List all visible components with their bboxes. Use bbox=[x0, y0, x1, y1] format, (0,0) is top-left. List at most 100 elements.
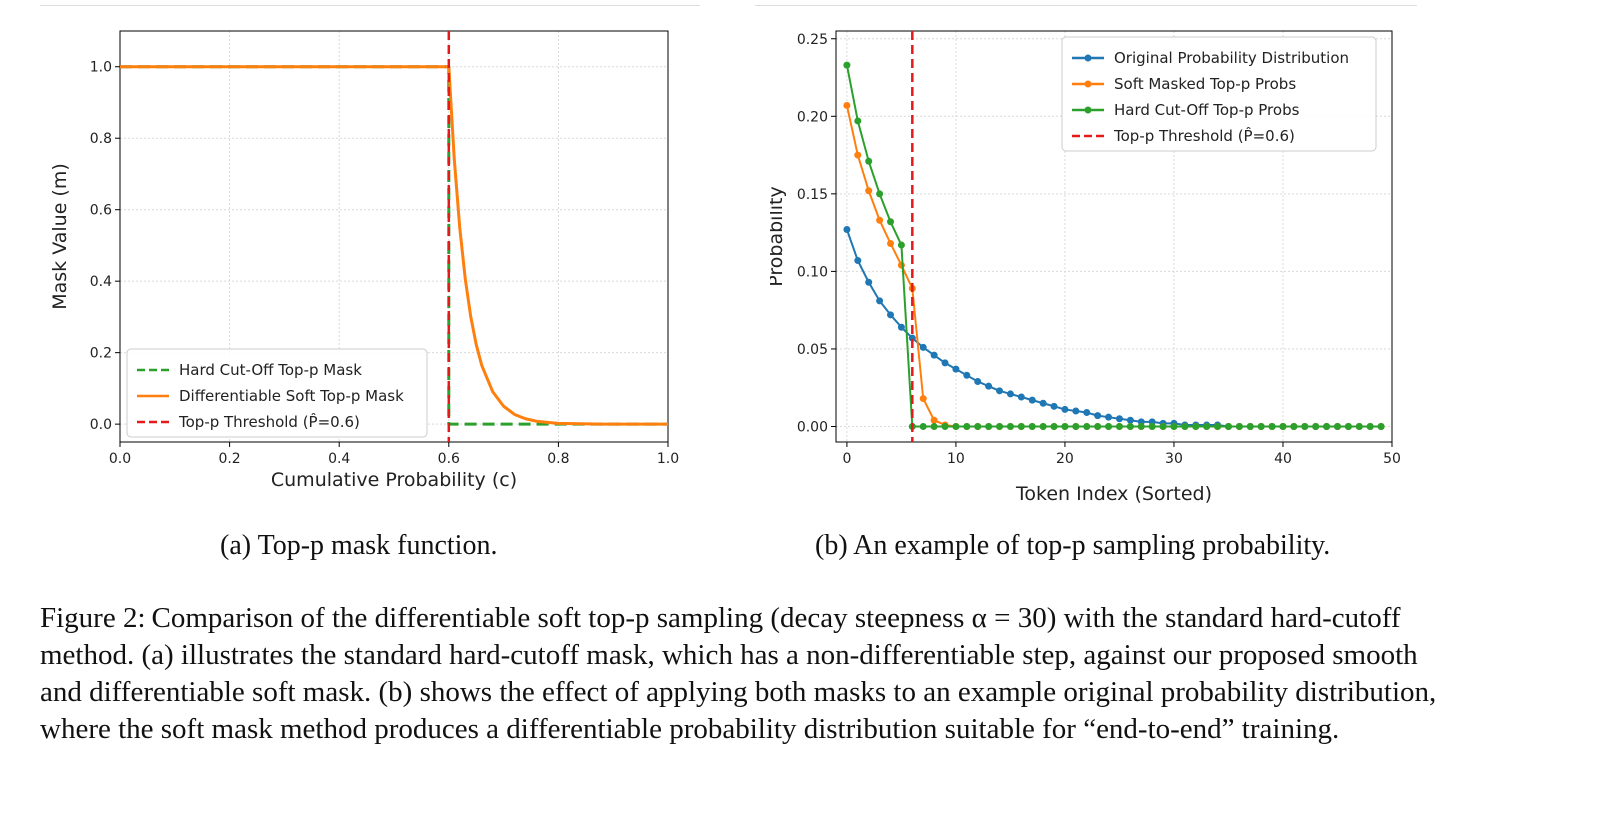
data-point-green bbox=[843, 61, 851, 69]
legend-label: Hard Cut-Off Top-p Probs bbox=[1114, 101, 1300, 119]
data-point-green bbox=[930, 422, 938, 430]
data-point-blue bbox=[1039, 399, 1047, 407]
x-tick-label: 0.6 bbox=[438, 451, 460, 467]
subcaption-a: (a) Top-p mask function. bbox=[220, 530, 498, 561]
data-point-orange bbox=[919, 395, 927, 403]
data-point-blue bbox=[1061, 405, 1069, 413]
data-point-blue bbox=[1094, 412, 1102, 420]
data-point-blue bbox=[887, 311, 895, 319]
data-point-green bbox=[1279, 422, 1287, 430]
chart-panel-b: 0 10 20 30 40 50 0.00 0.05 0.10 0.15 0.20 0.25 Token… bbox=[765, 0, 1470, 560]
data-point-green bbox=[1105, 422, 1113, 430]
x-tick-label: 10 bbox=[947, 451, 965, 467]
x-tick-label: 0.2 bbox=[218, 451, 240, 467]
x-axis-label: Token Index (Sorted) bbox=[1015, 483, 1212, 505]
y-axis-label: Probability bbox=[770, 186, 787, 286]
y-tick-label: 0.25 bbox=[797, 32, 828, 48]
data-point-blue bbox=[865, 278, 873, 286]
data-point-orange bbox=[930, 416, 938, 424]
data-point-green bbox=[1028, 422, 1036, 430]
figure-caption-text: Comparison of the differentiable soft to… bbox=[40, 602, 1437, 745]
x-tick-label: 20 bbox=[1056, 451, 1074, 467]
mask-function-chart: 0.0 0.2 0.4 0.6 0.8 1.0 0.0 0.2 0.4 0.6 0.8 1.0 Cumu… bbox=[49, 30, 679, 491]
data-point-green bbox=[1290, 422, 1298, 430]
top-rule-left bbox=[40, 5, 700, 6]
legend-label: Hard Cut-Off Top-p Mask bbox=[179, 361, 362, 379]
y-tick-label: 0.00 bbox=[797, 419, 828, 435]
data-point-green bbox=[1006, 422, 1014, 430]
data-point-green bbox=[1137, 422, 1145, 430]
data-point-green bbox=[941, 422, 949, 430]
data-point-green bbox=[1323, 422, 1331, 430]
data-point-blue bbox=[930, 351, 938, 359]
data-point-green bbox=[1039, 422, 1047, 430]
data-point-green bbox=[1050, 422, 1058, 430]
data-point-green bbox=[1333, 422, 1341, 430]
top-rule-right bbox=[755, 5, 1417, 6]
data-point-green bbox=[1366, 422, 1374, 430]
data-point-orange bbox=[854, 151, 862, 159]
data-point-green bbox=[1061, 422, 1069, 430]
plot-frame bbox=[835, 30, 1393, 443]
data-point-green bbox=[919, 422, 927, 430]
y-tick-label: 0.0 bbox=[90, 417, 112, 433]
legend-box bbox=[126, 348, 428, 438]
data-point-green bbox=[1192, 422, 1200, 430]
data-point-blue bbox=[1006, 390, 1014, 398]
sampling-probability-chart: 0 10 20 30 40 50 0.00 0.05 0.10 0.15 0.20 0.25 Token… bbox=[765, 30, 1401, 505]
legend-box bbox=[1061, 36, 1377, 152]
data-point-blue bbox=[1126, 416, 1134, 424]
data-point-green bbox=[996, 422, 1004, 430]
data-point-blue bbox=[985, 382, 993, 390]
series-line-orange bbox=[120, 65, 668, 426]
data-point-blue bbox=[1105, 413, 1113, 421]
legend-label: Top-p Threshold (P̂=0.6) bbox=[1113, 126, 1295, 145]
data-point-green bbox=[1224, 422, 1232, 430]
data-point-green bbox=[963, 422, 971, 430]
data-point-green bbox=[1246, 422, 1254, 430]
data-point-orange bbox=[897, 261, 905, 269]
data-point-green bbox=[1344, 422, 1352, 430]
data-point-blue bbox=[941, 359, 949, 367]
data-point-blue bbox=[996, 387, 1004, 395]
data-point-orange bbox=[887, 239, 895, 247]
data-point-blue bbox=[1072, 407, 1080, 415]
data-point-blue bbox=[952, 365, 960, 373]
y-tick-label: 0.20 bbox=[797, 109, 828, 125]
x-tick-label: 0 bbox=[842, 451, 851, 467]
x-axis-label: Cumulative Probability (c) bbox=[271, 469, 517, 491]
y-tick-label: 0.10 bbox=[797, 264, 828, 280]
x-tick-label: 1.0 bbox=[657, 451, 679, 467]
series-line-orange bbox=[845, 105, 1382, 428]
data-point-green bbox=[854, 117, 862, 125]
data-point-blue bbox=[1017, 393, 1025, 401]
data-point-green bbox=[1257, 422, 1265, 430]
data-point-green bbox=[865, 157, 873, 165]
data-point-green bbox=[1214, 422, 1222, 430]
data-point-green bbox=[1094, 422, 1102, 430]
data-point-green bbox=[1083, 422, 1091, 430]
figure-label: Figure 2: bbox=[40, 602, 146, 634]
legend-marker-orange bbox=[1084, 80, 1092, 88]
legend-label: Differentiable Soft Top-p Mask bbox=[179, 387, 404, 405]
data-point-blue bbox=[1028, 396, 1036, 404]
x-tick-label: 30 bbox=[1165, 451, 1183, 467]
x-tick-label: 50 bbox=[1383, 451, 1401, 467]
legend-label: Soft Masked Top-p Probs bbox=[1114, 75, 1296, 93]
data-point-green bbox=[1377, 422, 1385, 430]
y-axis-label: Mask Value (m) bbox=[49, 163, 71, 310]
data-point-green bbox=[1115, 422, 1123, 430]
y-tick-label: 1.0 bbox=[90, 60, 112, 76]
data-point-blue bbox=[854, 257, 862, 265]
y-tick-label: 0.15 bbox=[797, 187, 828, 203]
figure-caption: Figure 2: Comparison of the differentiabl… bbox=[40, 600, 1460, 748]
data-point-green bbox=[1181, 422, 1189, 430]
data-point-blue bbox=[1050, 402, 1058, 410]
data-point-orange bbox=[876, 216, 884, 224]
data-point-blue bbox=[843, 226, 851, 234]
data-point-green bbox=[974, 422, 982, 430]
legend-marker-green bbox=[1084, 106, 1092, 114]
data-point-green bbox=[1235, 422, 1243, 430]
legend-label: Top-p Threshold (P̂=0.6) bbox=[178, 412, 360, 431]
y-tick-label: 0.6 bbox=[90, 203, 112, 219]
